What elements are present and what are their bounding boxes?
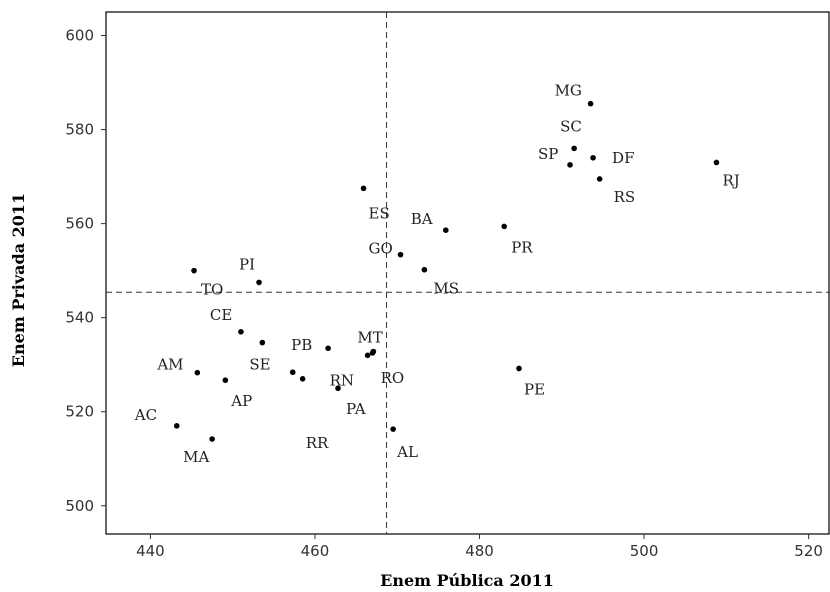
point-ms [422,267,428,273]
point-al [390,426,396,432]
point-ap [222,377,228,383]
y-tick-label: 520 [65,403,94,421]
label-pr: PR [511,238,533,256]
point-es [361,186,367,192]
label-am: AM [156,356,183,374]
label-rn: RN [330,371,354,389]
label-ma: MA [183,448,209,466]
point-ma [209,436,215,442]
label-ms: MS [433,280,459,298]
x-axis-title: Enem Pública 2011 [380,571,554,590]
label-mg: MG [555,82,582,100]
point-am [195,370,201,376]
label-df: DF [612,149,634,167]
x-tick-label: 480 [465,542,494,560]
y-axis-title: Enem Privada 2011 [9,193,28,367]
point-pr [501,224,507,230]
label-es: ES [369,204,390,222]
point-rs [597,176,603,182]
point-ac [174,423,180,429]
label-sp: SP [538,145,558,163]
point-df [590,155,596,161]
point-ro [370,350,376,356]
reference-lines [106,12,830,534]
point-pb [325,345,331,351]
label-pe: PE [524,380,545,398]
plot-frame [106,12,829,534]
y-tick-label: 580 [65,121,94,139]
label-rr: RR [306,434,329,452]
point-mg [588,101,594,107]
label-ac: AC [134,406,157,424]
y-axis: 500 520 540 560 580 600 [65,27,106,515]
label-pi: PI [239,255,255,273]
label-se: SE [249,356,270,374]
label-mt: MT [357,329,382,347]
point-ce [238,329,244,335]
y-tick-label: 500 [65,497,94,515]
label-ap: AP [230,392,252,410]
point-to [191,268,197,274]
point-pi [256,280,262,286]
x-axis: 440 460 480 500 520 [136,534,823,560]
point-rj [714,160,720,166]
label-go: GO [369,240,393,258]
label-pa: PA [346,400,366,418]
data-points [174,101,719,442]
point-go [398,252,404,258]
label-ro: RO [381,369,405,387]
point-ba [443,227,449,233]
y-tick-label: 600 [65,27,94,45]
label-pb: PB [291,336,312,354]
point-rr2 [300,376,306,382]
x-tick-label: 460 [301,542,330,560]
point-rn [365,352,371,358]
x-tick-label: 520 [794,542,823,560]
label-rs: RS [614,188,636,206]
x-tick-label: 440 [136,542,165,560]
label-al: AL [396,443,418,461]
point-pe [516,366,522,372]
label-to: TO [201,281,223,299]
label-sc: SC [560,117,582,135]
y-tick-label: 560 [65,215,94,233]
y-tick-label: 540 [65,309,94,327]
label-ba: BA [411,210,433,228]
point-sp [567,162,573,168]
label-rj: RJ [722,171,739,189]
point-se [260,340,266,346]
x-tick-label: 500 [630,542,659,560]
label-ce: CE [210,306,232,324]
point-rr [290,369,296,375]
plot-area [106,12,829,534]
point-sc [571,146,577,152]
